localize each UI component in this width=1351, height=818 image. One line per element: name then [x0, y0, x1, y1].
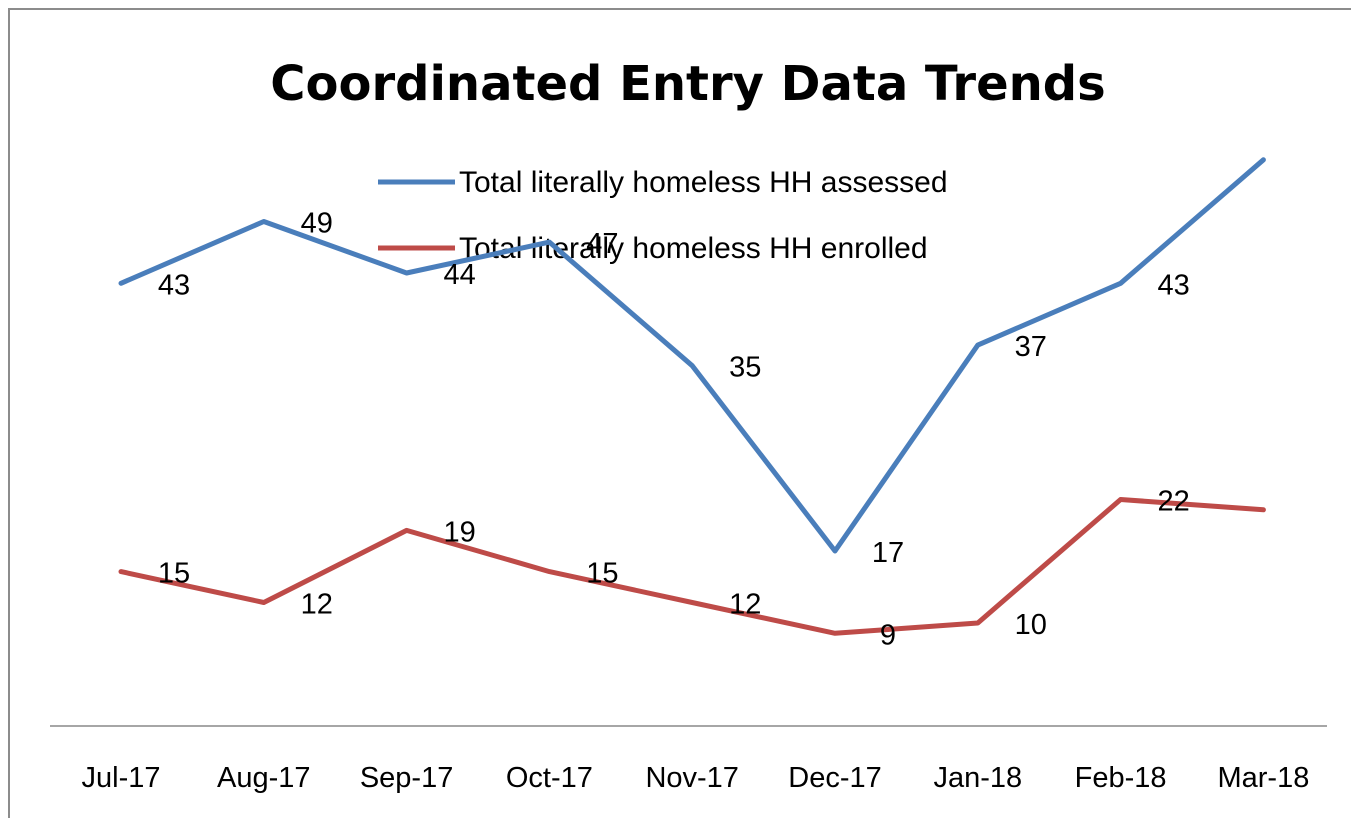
x-tick-label: Feb-18	[1075, 762, 1167, 794]
data-label: 43	[1157, 269, 1189, 301]
data-label: 17	[872, 537, 904, 569]
data-label: 47	[586, 228, 618, 260]
chart-frame	[8, 8, 1351, 818]
chart-title: Coordinated Entry Data Trends	[270, 56, 1105, 112]
x-tick-label: Jan-18	[933, 762, 1022, 794]
series-line	[118, 497, 1266, 636]
data-label: 15	[158, 558, 190, 590]
data-label: 12	[729, 588, 761, 620]
data-label: 15	[586, 558, 618, 590]
data-label: 49	[301, 208, 333, 240]
x-tick-label: Sep-17	[360, 762, 454, 794]
data-label: 22	[1157, 486, 1189, 518]
x-tick-label: Jul-17	[82, 762, 161, 794]
x-tick-label: Nov-17	[645, 762, 739, 794]
x-tick-label: Oct-17	[506, 762, 593, 794]
x-tick-label: Dec-17	[788, 762, 882, 794]
data-label: 9	[880, 619, 896, 651]
x-axis-tick-labels: Jul-17 Aug-17 Sep-17 Oct-17 Nov-17 Dec-17 Jan-…	[82, 762, 1310, 794]
data-label: 37	[1015, 331, 1047, 363]
x-tick-label: Aug-17	[217, 762, 311, 794]
data-labels: 43494447351737435515121915129102221	[158, 208, 1190, 652]
data-label: 19	[443, 516, 475, 548]
series-line	[118, 157, 1266, 554]
legend: Total literally homeless HH assessed Tota…	[378, 166, 948, 265]
data-label: 35	[729, 352, 761, 384]
series-lines	[118, 157, 1266, 636]
legend-label: Total literally homeless HH assessed	[459, 166, 948, 199]
data-label: 44	[443, 259, 475, 291]
data-label: 12	[301, 588, 333, 620]
legend-label: Total literally homeless HH enrolled	[459, 232, 928, 265]
data-label: 43	[158, 269, 190, 301]
x-tick-label: Mar-18	[1217, 762, 1309, 794]
data-label: 10	[1015, 609, 1047, 641]
